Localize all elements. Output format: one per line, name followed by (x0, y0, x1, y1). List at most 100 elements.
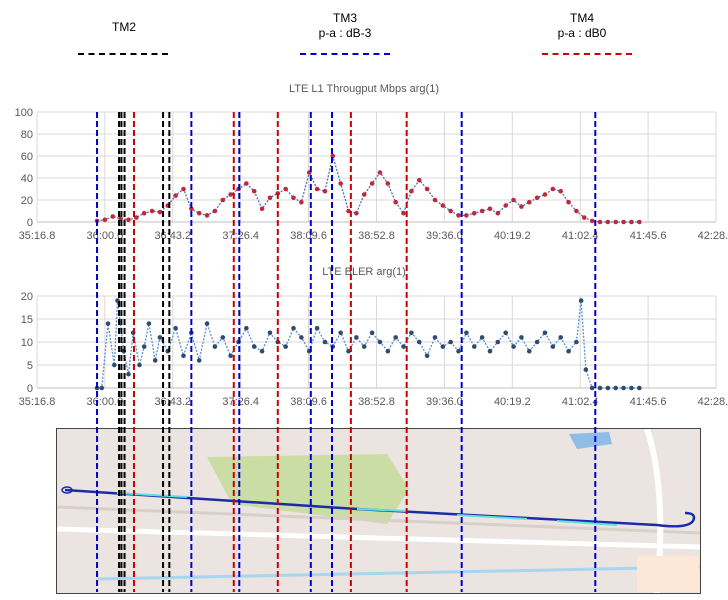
bler-xtick-label: 35:16.8 (19, 396, 56, 408)
bler-data-point (464, 330, 469, 336)
bler-data-point (578, 298, 584, 303)
throughput-data-point (401, 210, 406, 216)
bler-chart-title: LTE BLER arg(1) (322, 266, 406, 278)
throughput-data-point (597, 219, 603, 225)
throughput-data-point (126, 217, 131, 223)
throughput-data-point (416, 177, 422, 183)
throughput-data-point (141, 210, 147, 216)
throughput-data-point (519, 204, 524, 209)
legend-tm2: TM2 (94, 20, 154, 35)
bler-data-point (322, 339, 328, 345)
bler-data-point (146, 321, 152, 326)
bler-xtick-label: 36:00.0 (87, 396, 124, 408)
throughput-ytick-label: 0 (27, 217, 33, 229)
bler-data-point (401, 344, 406, 349)
bler-data-point (251, 344, 257, 349)
throughput-data-point (251, 188, 257, 194)
bler-data-point (526, 348, 532, 354)
route-track (64, 488, 696, 528)
map-rail (57, 505, 700, 535)
bler-data-point (440, 344, 446, 349)
throughput-data-point (110, 214, 116, 219)
bler-ytick-label: 15 (21, 314, 33, 326)
throughput-data-point (102, 217, 108, 223)
throughput-xtick-label: 42:28.8 (698, 230, 728, 242)
bler-data-point (471, 344, 477, 349)
throughput-xtick-label: 41:45.6 (630, 230, 667, 242)
bler-data-point (448, 339, 453, 345)
throughput-data-point (424, 186, 430, 192)
throughput-data-point (526, 199, 532, 205)
throughput-data-point (558, 188, 564, 194)
throughput-data-point (511, 197, 516, 203)
bler-series-line (97, 300, 640, 389)
throughput-data-point (157, 209, 163, 215)
throughput-data-point (534, 195, 540, 201)
legend-tm4-subtitle: p-a : dB0 (557, 26, 607, 40)
throughput-data-point (291, 195, 296, 201)
throughput-data-point (314, 186, 320, 192)
throughput-data-point (479, 208, 485, 214)
bler-data-point (338, 330, 343, 336)
bler-data-point (542, 330, 548, 336)
legend-tm3-line (300, 53, 390, 55)
bler-data-point (550, 344, 556, 349)
bler-data-point (354, 335, 359, 340)
bler-data-point (432, 335, 438, 340)
throughput-data-point (487, 206, 493, 212)
bler-data-point (511, 344, 516, 349)
throughput-data-point (542, 192, 548, 197)
bler-data-point (112, 362, 117, 368)
bler-data-point (99, 385, 105, 391)
bler-xtick-label: 40:19.2 (494, 396, 531, 408)
throughput-data-point (181, 186, 186, 192)
throughput-data-point (369, 181, 375, 186)
throughput-ytick-label: 40 (21, 173, 33, 185)
bler-data-point (314, 325, 320, 331)
bler-data-point (495, 339, 501, 345)
bler-data-point (228, 353, 233, 359)
throughput-xtick-label: 38:09.6 (290, 230, 327, 242)
throughput-data-point (354, 210, 359, 216)
throughput-ytick-label: 80 (21, 129, 33, 141)
legend-tm4: TM4 p-a : dB0 (532, 11, 632, 41)
throughput-data-point (471, 210, 477, 216)
bler-data-point (409, 330, 414, 336)
throughput-data-point (605, 219, 611, 225)
legend-tm4-line (542, 53, 632, 55)
bler-xtick-label: 38:52.8 (358, 396, 395, 408)
bler-data-point (105, 321, 111, 326)
bler-data-point (597, 385, 603, 391)
legend-tm4-label: TM4 (570, 11, 594, 25)
throughput-data-point (464, 213, 469, 218)
bler-data-point (196, 358, 202, 363)
throughput-data-point (346, 208, 351, 214)
throughput-data-point (377, 170, 383, 175)
throughput-xtick-label: 41:02.4 (562, 230, 599, 242)
throughput-data-point (409, 188, 414, 194)
bler-data-point (137, 362, 142, 368)
bler-data-point (534, 339, 540, 345)
bler-data-point (583, 367, 589, 372)
bler-data-point (558, 335, 564, 340)
throughput-data-point (338, 181, 343, 186)
bler-data-point (629, 385, 634, 391)
throughput-data-point (149, 208, 155, 214)
bler-ytick-label: 20 (21, 291, 33, 303)
bler-data-point (220, 335, 226, 340)
throughput-data-point (581, 215, 587, 220)
bler-data-point (487, 348, 493, 354)
bler-data-point (157, 335, 163, 340)
bler-data-point (613, 385, 619, 391)
throughput-xtick-label: 39:36.0 (426, 230, 463, 242)
map-park (207, 454, 409, 524)
bler-xtick-label: 39:36.0 (426, 396, 463, 408)
throughput-data-point (566, 199, 571, 205)
bler-data-point (291, 325, 296, 331)
throughput-ytick-label: 20 (21, 195, 33, 207)
throughput-data-point (495, 210, 501, 216)
throughput-data-point (322, 188, 328, 194)
legend-tm2-line (78, 53, 168, 55)
bler-data-point (519, 335, 524, 340)
map-corner-box (637, 556, 699, 592)
